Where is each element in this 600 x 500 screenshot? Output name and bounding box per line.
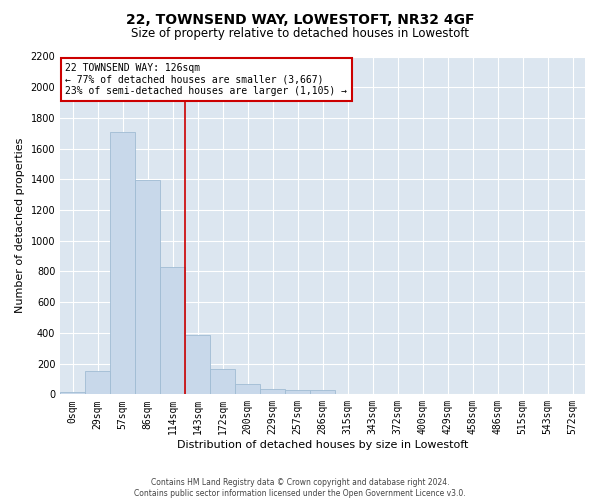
Bar: [110, 132, 135, 394]
Text: Contains HM Land Registry data © Crown copyright and database right 2024.
Contai: Contains HM Land Registry data © Crown c…: [134, 478, 466, 498]
Text: Size of property relative to detached houses in Lowestoft: Size of property relative to detached ho…: [131, 28, 469, 40]
Bar: [310, 390, 335, 394]
Text: 22 TOWNSEND WAY: 126sqm
← 77% of detached houses are smaller (3,667)
23% of semi: 22 TOWNSEND WAY: 126sqm ← 77% of detache…: [65, 64, 347, 96]
Y-axis label: Number of detached properties: Number of detached properties: [15, 138, 25, 313]
Bar: [285, 390, 310, 394]
Bar: [260, 390, 285, 394]
X-axis label: Distribution of detached houses by size in Lowestoft: Distribution of detached houses by size …: [177, 440, 468, 450]
Bar: [210, 369, 235, 394]
Bar: [160, 267, 185, 394]
Bar: [235, 384, 260, 394]
Bar: [135, 180, 160, 394]
Bar: [60, 392, 85, 394]
Bar: [85, 370, 110, 394]
Bar: [185, 335, 210, 394]
Text: 22, TOWNSEND WAY, LOWESTOFT, NR32 4GF: 22, TOWNSEND WAY, LOWESTOFT, NR32 4GF: [126, 12, 474, 26]
